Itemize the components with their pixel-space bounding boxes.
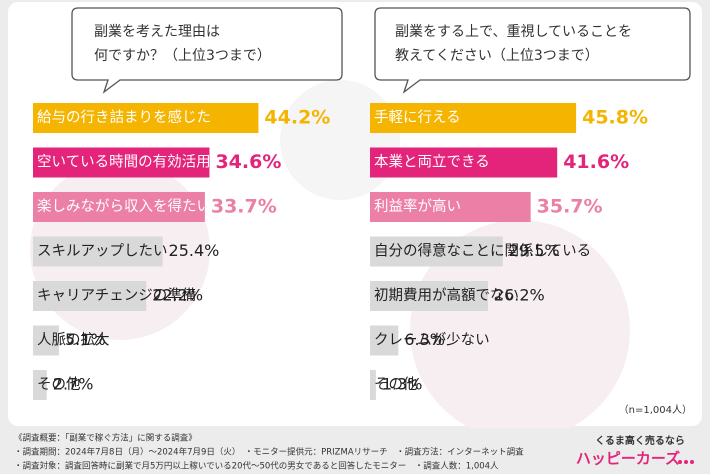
value-label: 29.5%: [509, 241, 560, 260]
bar-label: キャリアチェンジの準備: [37, 287, 196, 304]
value-label: 34.6%: [215, 151, 281, 173]
value-label: 2.7%: [53, 375, 94, 394]
bar-label: 給与の行き詰まりを感じた: [37, 109, 211, 126]
bar: [33, 325, 60, 356]
bar-label: 人脈の拡大: [37, 332, 110, 349]
bar: [370, 325, 399, 356]
brand-dot: [678, 460, 682, 464]
footer-bg: [0, 428, 710, 474]
value-label: 6.3%: [404, 330, 445, 349]
bar: [370, 370, 376, 400]
bar-label: 空いている時間の有効活用: [37, 154, 211, 171]
brand-dot: [684, 460, 688, 464]
value-label: 33.7%: [211, 196, 277, 218]
bar: [370, 147, 558, 178]
bar: [370, 236, 503, 267]
bar: [33, 192, 205, 222]
footer-line: 《調査概要：「副業で稼ぐ方法」に関する調査》: [14, 433, 197, 444]
value-label: 25.4%: [169, 241, 220, 260]
question-bubble: [374, 7, 691, 94]
decor: [410, 220, 630, 440]
bar-label: スキルアップしたい: [37, 243, 168, 260]
question-bubble: [71, 7, 343, 94]
question-text: 副業を考えた理由は: [94, 24, 220, 40]
value-label: 35.7%: [537, 196, 603, 218]
bar: [33, 147, 210, 178]
bar: [33, 103, 259, 133]
brand-tagline: くるま高く売るなら: [595, 434, 685, 447]
value-label: 41.6%: [563, 151, 629, 173]
decor: [280, 80, 400, 200]
bar: [33, 370, 47, 400]
question-text: 何ですか？（上位3つまで）: [94, 48, 271, 64]
question-text: 副業をする上で、重視していることを: [395, 24, 632, 40]
bar: [33, 236, 163, 267]
question-text: 教えてください（上位3つまで）: [395, 48, 599, 64]
value-label: 45.8%: [582, 107, 648, 129]
brand-name: ハッピーカーズ: [576, 450, 680, 468]
bar-label: その他: [374, 376, 418, 393]
bar: [33, 281, 147, 311]
bar-label: 利益率が高い: [374, 198, 461, 215]
footer-line: ・調査期間：2024年7月8日（月）～2024年7月9日（火） ・モニター提供元…: [14, 447, 524, 458]
bar: [370, 192, 531, 222]
value-label: 22.2%: [152, 286, 203, 305]
bar-label: 自分の得意なことに関係している: [374, 242, 591, 260]
value-label: 44.2%: [264, 107, 330, 129]
sample-size: （n=1,004人）: [619, 404, 692, 416]
footer-line: ・調査対象：調査回答時に副業で月5万円以上稼いでいる20代～50代の男女であると…: [14, 461, 499, 472]
value-label: 1.3%: [382, 375, 423, 394]
bar: [370, 281, 488, 311]
value-label: 5.1%: [65, 330, 106, 349]
bar-label: 手軽に行える: [374, 109, 461, 126]
bar-label: その他: [37, 376, 81, 393]
bar-label: 本業と両立できる: [374, 154, 490, 171]
bar-label: 楽しみながら収入を得たい: [37, 198, 211, 215]
brand-dot: [690, 460, 694, 464]
bar-label: クレームが少ない: [374, 332, 490, 349]
value-label: 26.2%: [494, 286, 545, 305]
bar: [370, 103, 577, 133]
bar-label: 初期費用が高額でない: [374, 287, 519, 304]
